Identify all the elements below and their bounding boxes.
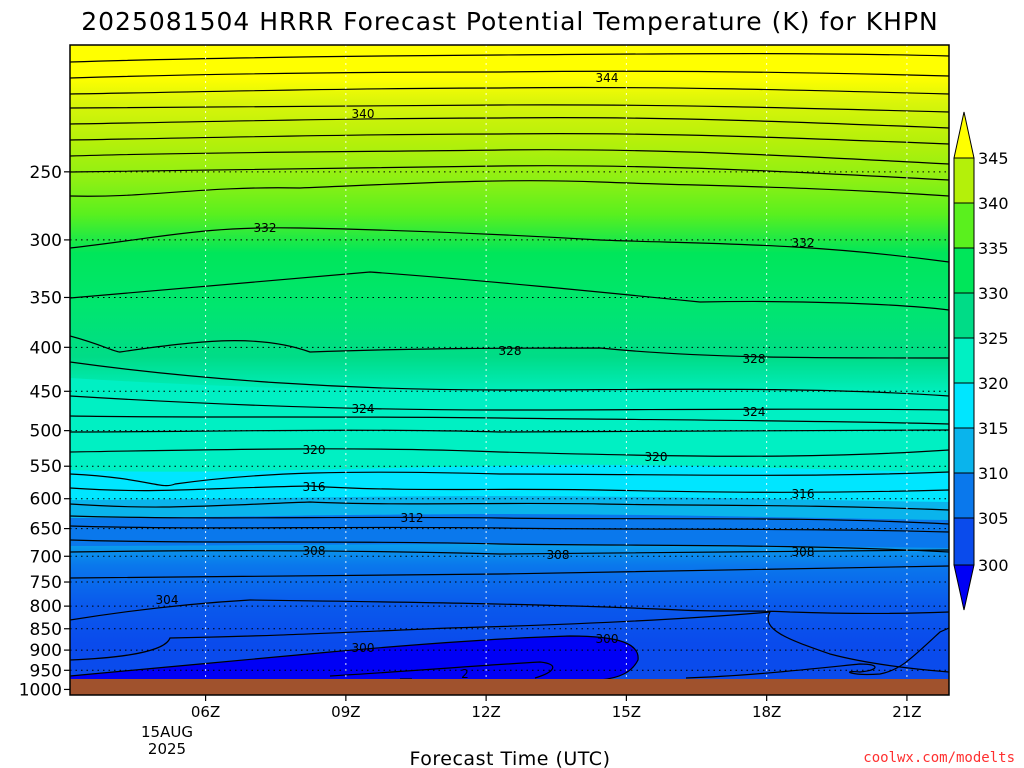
chart-title: 2025081504 HRRR Forecast Potential Tempe…	[81, 7, 939, 36]
colorbar-cell-315-320	[953, 382, 975, 429]
colorbar-cell-330-335	[953, 247, 975, 294]
colorbar-label: 330	[978, 284, 1009, 303]
colorbar-cell-340-345	[953, 157, 975, 204]
contour-label: 344	[596, 71, 619, 85]
contour-label: 2	[461, 667, 469, 681]
colorbar-cell-310-315	[953, 427, 975, 474]
contour-label: 332	[792, 236, 815, 250]
colorbar-cell-300-305	[953, 517, 975, 566]
y-tick-label: 900	[30, 641, 62, 661]
y-tick-label: 850	[30, 620, 62, 640]
colorbar-label: 300	[978, 556, 1009, 575]
x-axis: 06Z 09Z 12Z 15Z 18Z 21Z	[191, 695, 922, 721]
colorbar-label: 335	[978, 239, 1009, 258]
plot-area: 344 340 332 332 328 328 324 324 320 320 …	[70, 45, 949, 695]
y-tick-label: 500	[30, 422, 62, 442]
y-tick-label: 250	[30, 163, 62, 183]
y-axis: 2503003504004505005506006507007508008509…	[19, 163, 70, 700]
band-300-minus	[70, 636, 639, 680]
colorbar-label: 325	[978, 329, 1009, 348]
ground-layer	[70, 679, 949, 695]
y-tick-label: 700	[30, 547, 62, 567]
contour-label: 320	[645, 450, 668, 464]
contour-label: 316	[792, 487, 815, 501]
colorbar	[953, 111, 975, 611]
colorbar-label: 310	[978, 464, 1009, 483]
colorbar-label: 305	[978, 509, 1009, 528]
contour-label: 300	[352, 641, 375, 655]
contour-label: 332	[254, 221, 277, 235]
x-date-label: 15AUG	[141, 723, 193, 741]
x-year-label: 2025	[148, 740, 186, 758]
contour-lines	[70, 53, 949, 681]
contour-label: 340	[352, 107, 375, 121]
contour-label: 324	[743, 405, 766, 419]
x-tick-label: 18Z	[752, 703, 781, 721]
plot-frame	[69, 44, 950, 696]
y-tick-label: 600	[30, 490, 62, 510]
credit-text: coolwx.com/modelts	[863, 750, 1015, 766]
colorbar-label: 315	[978, 419, 1009, 438]
y-tick-label: 450	[30, 382, 62, 402]
x-tick-label: 09Z	[331, 703, 360, 721]
colorbar-top-arrow	[953, 111, 975, 159]
colorbar-label: 320	[978, 374, 1009, 393]
contour-label: 308	[792, 545, 815, 559]
y-tick-label: 300	[30, 231, 62, 251]
y-tick-label: 950	[30, 661, 62, 681]
colorbar-labels: 345 340 335 330 325 320 315 310 305 300	[978, 149, 1009, 575]
contour-label: 328	[499, 344, 522, 358]
y-tick-label: 550	[30, 457, 62, 477]
band-305-310	[70, 514, 949, 548]
contour-label: 312	[401, 511, 424, 525]
y-tick-label: 1000	[19, 680, 62, 700]
colorbar-cell-305-310	[953, 472, 975, 519]
x-tick-label: 06Z	[191, 703, 220, 721]
y-tick-label: 650	[30, 520, 62, 540]
band-310-315	[70, 496, 949, 520]
colorbar-label: 345	[978, 149, 1009, 168]
y-tick-label: 350	[30, 288, 62, 308]
contour-label: 316	[303, 480, 326, 494]
contour-label: 300	[596, 632, 619, 646]
band-fills	[70, 45, 949, 680]
colorbar-label: 340	[978, 194, 1009, 213]
grid-lines	[70, 45, 949, 695]
colorbar-cell-320-325	[953, 337, 975, 384]
y-tick-label: 400	[30, 338, 62, 358]
x-tick-label: 15Z	[612, 703, 641, 721]
x-axis-title: Forecast Time (UTC)	[410, 748, 611, 768]
contour-label: 304	[156, 593, 179, 607]
contour-label: 308	[547, 548, 570, 562]
contour-label: 324	[352, 402, 375, 416]
contour-label: 320	[303, 443, 326, 457]
colorbar-cell-325-330	[953, 292, 975, 339]
contour-label: 308	[303, 544, 326, 558]
band-345-plus	[70, 45, 949, 50]
theta-field	[70, 45, 949, 695]
y-tick-label: 750	[30, 573, 62, 593]
colorbar-bottom-arrow	[953, 564, 975, 611]
x-tick-label: 12Z	[471, 703, 500, 721]
contour-label: 328	[743, 352, 766, 366]
y-tick-label: 800	[30, 597, 62, 617]
x-tick-label: 21Z	[892, 703, 921, 721]
colorbar-cell-335-340	[953, 202, 975, 249]
